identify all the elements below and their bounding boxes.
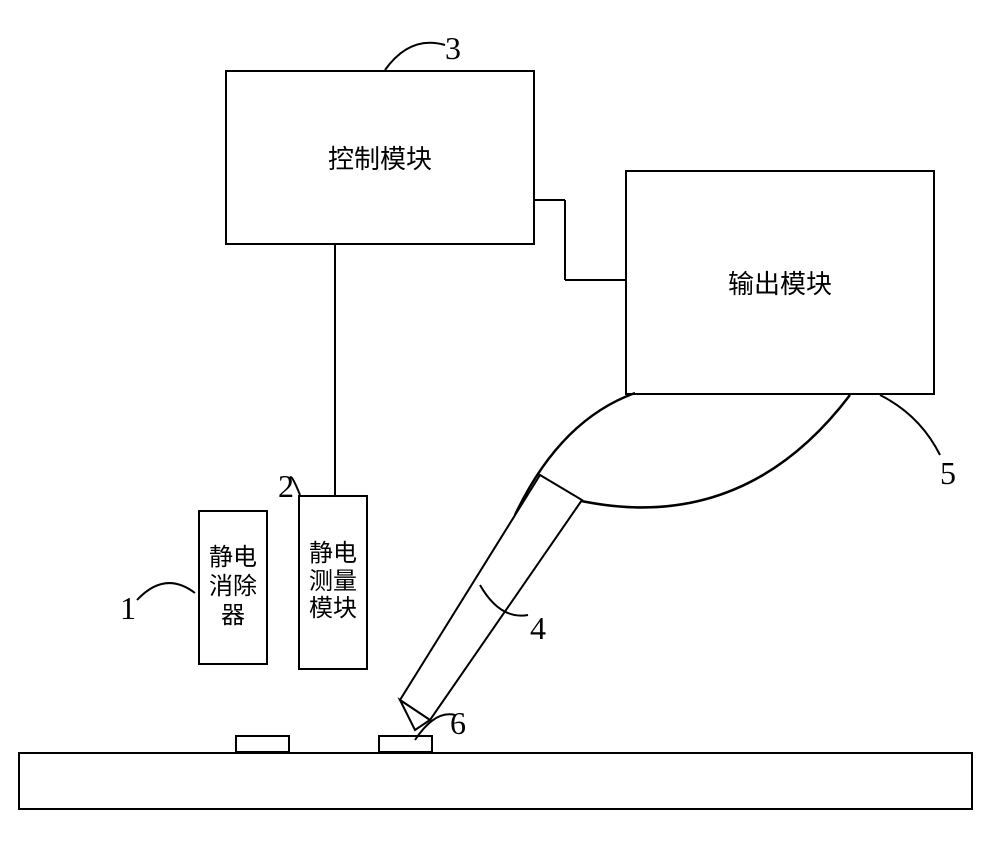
measure-box: 静电测量模块 [298, 495, 368, 670]
iron-body [400, 475, 582, 720]
measure-label: 静电测量模块 [300, 537, 366, 628]
wire-right [568, 395, 850, 507]
leader-5 [880, 395, 940, 455]
chip-2 [378, 735, 433, 753]
output-module-label: 输出模块 [728, 264, 832, 301]
chip-1 [235, 735, 290, 753]
iron-tip [400, 700, 430, 730]
base-platform [18, 752, 973, 810]
callout-3: 3 [445, 30, 461, 67]
callout-2: 2 [278, 468, 294, 505]
eliminator-box: 静电消除器 [198, 510, 268, 665]
eliminator-label: 静电消除器 [200, 540, 266, 634]
callout-4: 4 [530, 610, 546, 647]
control-module-box: 控制模块 [225, 70, 535, 245]
leader-4 [480, 585, 528, 616]
output-module-box: 输出模块 [625, 170, 935, 395]
control-module-label: 控制模块 [328, 139, 432, 176]
callout-5: 5 [940, 455, 956, 492]
wire-left [515, 393, 635, 515]
callout-6: 6 [450, 705, 466, 742]
leader-3 [385, 43, 445, 70]
leader-1 [137, 583, 195, 600]
callout-1: 1 [120, 590, 136, 627]
